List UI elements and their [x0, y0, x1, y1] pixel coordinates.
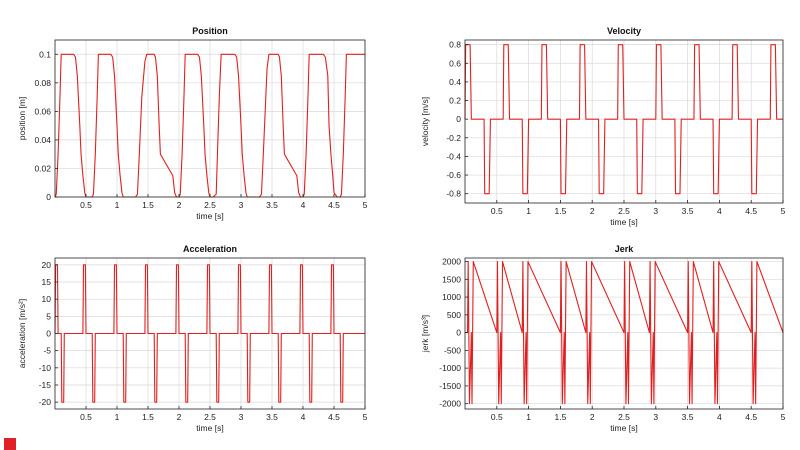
- y-tick-label: 0.2: [449, 96, 461, 106]
- x-tick-label: 4: [301, 200, 306, 210]
- x-tick-label: 4: [717, 412, 722, 422]
- x-tick-label: 3.5: [266, 412, 278, 422]
- x-axis-label: time [s]: [610, 423, 637, 433]
- x-tick-label: 2.5: [204, 200, 216, 210]
- position-plot: 0.5 1 1.5 2 2.5 3 3.5 4 4.5 5 0 0.02 0.04 0.06 0.08 0.1…: [17, 26, 368, 221]
- y-tick-label: -1000: [439, 363, 461, 373]
- x-tick-label: 3: [239, 412, 244, 422]
- y-tick-label: 15: [42, 277, 52, 287]
- x-tick-label: 3.5: [682, 412, 694, 422]
- x-axis-label: time [s]: [196, 423, 223, 433]
- y-tick-label: -0.8: [446, 189, 461, 199]
- y-tick-label: 1500: [442, 274, 461, 284]
- y-tick-label: 0.6: [449, 58, 461, 68]
- y-tick-label: 0: [456, 328, 461, 338]
- y-tick-label: 0.06: [34, 106, 51, 116]
- chart-title: Position: [192, 26, 228, 36]
- x-tick-label: 5: [363, 200, 368, 210]
- x-tick-label: 3.5: [682, 206, 694, 216]
- y-axis-label: velocity [m/s]: [420, 97, 430, 146]
- x-tick-label: 2: [177, 200, 182, 210]
- y-tick-label: -0.2: [446, 133, 461, 143]
- y-tick-label: 500: [447, 310, 461, 320]
- y-tick-label: 5: [46, 311, 51, 321]
- acceleration-series-line: [54, 264, 365, 403]
- y-tick-label: 0.02: [34, 163, 51, 173]
- x-tick-label: 2: [590, 206, 595, 216]
- x-tick-label: 4.5: [328, 412, 340, 422]
- y-tick-label: 0: [456, 114, 461, 124]
- x-tick-label: 5: [781, 206, 786, 216]
- x-tick-label: 4: [717, 206, 722, 216]
- x-tick-label: 2.5: [204, 412, 216, 422]
- x-tick-label: 1.5: [142, 200, 154, 210]
- y-tick-label: -500: [444, 345, 461, 355]
- jerk-series-line: [465, 261, 784, 405]
- x-tick-label: 3: [239, 200, 244, 210]
- chart-title: Acceleration: [183, 244, 237, 254]
- x-tick-label: 0.5: [491, 412, 503, 422]
- x-tick-label: 1.5: [142, 412, 154, 422]
- y-tick-label: -15: [39, 380, 52, 390]
- y-tick-label: -0.6: [446, 170, 461, 180]
- x-tick-label: 4: [301, 412, 306, 422]
- x-tick-label: 1.5: [554, 206, 566, 216]
- y-axis-label: acceleration [m/s²]: [17, 299, 27, 368]
- velocity-series-line: [464, 44, 783, 195]
- x-axis-label: time [s]: [196, 211, 223, 221]
- velocity-plot: 0.5 1 1.5 2 2.5 3 3.5 4 4.5 5 -0.8 -0.6 -0.4 -0.2 0 0.2…: [420, 26, 786, 227]
- x-tick-label: 3.5: [266, 200, 278, 210]
- x-tick-label: 1: [115, 200, 120, 210]
- y-axis-label: jerk [m/s³]: [420, 315, 430, 353]
- y-tick-label: 1000: [442, 292, 461, 302]
- y-tick-label: -0.4: [446, 151, 461, 161]
- x-tick-label: 1: [115, 412, 120, 422]
- y-tick-label: 20: [42, 260, 52, 270]
- y-tick-label: 0.04: [34, 135, 51, 145]
- x-tick-label: 3: [653, 412, 658, 422]
- chart-title: Velocity: [607, 26, 641, 36]
- y-tick-label: 2000: [442, 257, 461, 267]
- x-tick-label: 0.5: [80, 200, 92, 210]
- x-tick-label: 3: [653, 206, 658, 216]
- y-tick-label: -1500: [439, 381, 461, 391]
- y-tick-label: 0.8: [449, 40, 461, 50]
- x-tick-label: 2: [590, 412, 595, 422]
- y-tick-label: 0: [46, 329, 51, 339]
- x-tick-label: 2: [177, 412, 182, 422]
- y-tick-label: 0: [46, 192, 51, 202]
- x-tick-label: 5: [363, 412, 368, 422]
- y-tick-label: -10: [39, 363, 52, 373]
- x-tick-label: 1: [526, 412, 531, 422]
- x-axis-label: time [s]: [610, 217, 637, 227]
- x-tick-label: 1: [526, 206, 531, 216]
- x-tick-label: 2.5: [618, 412, 630, 422]
- y-tick-label: -5: [43, 346, 51, 356]
- y-axis-label: position [m]: [17, 97, 27, 140]
- chart-title: Jerk: [615, 244, 635, 254]
- x-tick-label: 0.5: [80, 412, 92, 422]
- corner-logo-mark: [4, 438, 16, 450]
- x-tick-label: 0.5: [491, 206, 503, 216]
- y-tick-label: 0.1: [39, 49, 51, 59]
- acceleration-plot: 0.5 1 1.5 2 2.5 3 3.5 4 4.5 5 -20 -15 -10 -5 0 5 10 15 20 A…: [17, 244, 368, 433]
- y-tick-label: -2000: [439, 399, 461, 409]
- x-tick-label: 5: [781, 412, 786, 422]
- x-tick-label: 4.5: [328, 200, 340, 210]
- jerk-plot: 0.5 1 1.5 2 2.5 3 3.5 4 4.5 5 -2000 -1500 -1000 -500 0…: [420, 244, 786, 433]
- y-tick-label: 0.08: [34, 78, 51, 88]
- x-tick-label: 4.5: [745, 412, 757, 422]
- y-tick-label: 0.4: [449, 77, 461, 87]
- x-tick-label: 1.5: [554, 412, 566, 422]
- y-tick-label: 10: [42, 294, 52, 304]
- position-series-line: [54, 53, 365, 198]
- x-tick-label: 4.5: [745, 206, 757, 216]
- y-tick-label: -20: [39, 397, 52, 407]
- x-tick-label: 2.5: [618, 206, 630, 216]
